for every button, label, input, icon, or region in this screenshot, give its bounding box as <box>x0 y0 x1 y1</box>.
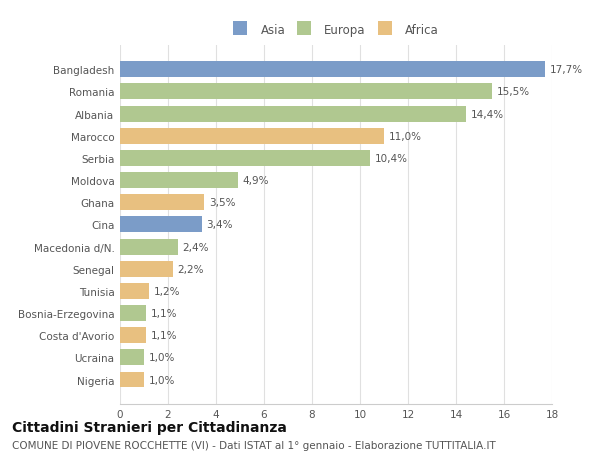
Bar <box>120 151 370 167</box>
Text: 1,1%: 1,1% <box>151 308 178 319</box>
Bar <box>120 195 204 211</box>
Text: 10,4%: 10,4% <box>374 154 407 163</box>
Text: 1,0%: 1,0% <box>149 353 175 363</box>
Bar <box>120 217 202 233</box>
Text: 1,1%: 1,1% <box>151 330 178 341</box>
Bar <box>120 261 173 277</box>
Text: 1,2%: 1,2% <box>154 286 180 296</box>
Text: 3,5%: 3,5% <box>209 198 235 208</box>
Text: 15,5%: 15,5% <box>497 87 530 97</box>
Legend: Asia, Europa, Africa: Asia, Europa, Africa <box>233 23 439 36</box>
Text: 2,4%: 2,4% <box>182 242 209 252</box>
Text: 11,0%: 11,0% <box>389 131 422 141</box>
Bar <box>120 239 178 255</box>
Text: 3,4%: 3,4% <box>206 220 233 230</box>
Bar <box>120 372 144 388</box>
Bar <box>120 62 545 78</box>
Text: 17,7%: 17,7% <box>550 65 583 75</box>
Bar <box>120 106 466 122</box>
Text: 14,4%: 14,4% <box>470 109 503 119</box>
Bar <box>120 283 149 299</box>
Bar <box>120 328 146 343</box>
Text: 4,9%: 4,9% <box>242 176 269 186</box>
Text: 1,0%: 1,0% <box>149 375 175 385</box>
Bar <box>120 84 492 100</box>
Bar <box>120 173 238 189</box>
Text: COMUNE DI PIOVENE ROCCHETTE (VI) - Dati ISTAT al 1° gennaio - Elaborazione TUTTI: COMUNE DI PIOVENE ROCCHETTE (VI) - Dati … <box>12 440 496 450</box>
Bar <box>120 305 146 321</box>
Text: Cittadini Stranieri per Cittadinanza: Cittadini Stranieri per Cittadinanza <box>12 420 287 434</box>
Bar <box>120 350 144 365</box>
Bar <box>120 129 384 145</box>
Text: 2,2%: 2,2% <box>178 264 204 274</box>
